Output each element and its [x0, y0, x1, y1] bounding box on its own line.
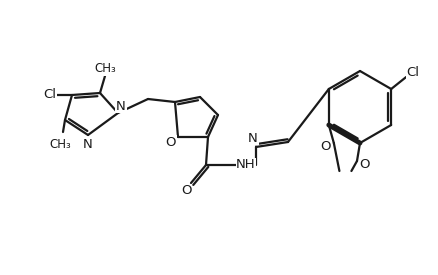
Text: CH₃: CH₃	[94, 62, 116, 76]
Text: CH₃: CH₃	[49, 138, 71, 150]
Text: O: O	[181, 185, 191, 197]
Text: N: N	[83, 138, 93, 150]
Text: Cl: Cl	[406, 67, 420, 79]
Text: O: O	[360, 158, 370, 172]
Text: N: N	[116, 100, 126, 112]
Text: Cl: Cl	[43, 89, 57, 101]
Text: NH: NH	[236, 158, 256, 172]
Text: O: O	[166, 136, 176, 148]
Text: O: O	[321, 141, 331, 153]
Text: N: N	[248, 131, 258, 144]
